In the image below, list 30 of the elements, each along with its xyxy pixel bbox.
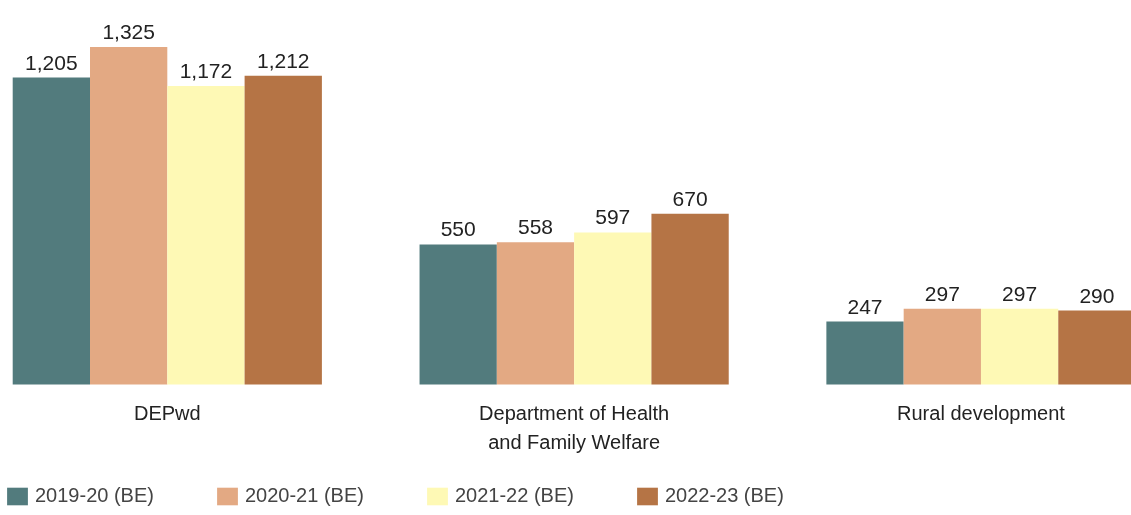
data-label: 550 — [440, 217, 476, 241]
data-label: 1,172 — [179, 58, 233, 82]
bar — [574, 232, 652, 385]
bar — [496, 242, 575, 385]
legend-label: 2022-23 (BE) — [664, 484, 784, 507]
data-label: 670 — [672, 186, 708, 210]
bar — [244, 75, 322, 385]
legend-label: 2021-22 (BE) — [454, 484, 574, 507]
data-label: 290 — [1079, 283, 1115, 307]
bar — [903, 308, 981, 385]
data-label: 1,325 — [102, 20, 155, 43]
data-label: 297 — [1002, 281, 1038, 305]
bar — [167, 85, 245, 385]
bar — [826, 321, 904, 385]
x-tick-label: DEPwd — [133, 402, 201, 425]
legend-label: 2020-21 (BE) — [244, 484, 364, 507]
data-label: 597 — [595, 205, 631, 229]
bar — [90, 47, 168, 385]
bar — [419, 244, 497, 385]
data-label: 558 — [517, 215, 554, 239]
data-label: 1,212 — [256, 48, 310, 72]
data-label: 247 — [847, 294, 883, 318]
bar — [980, 308, 1059, 385]
bar — [651, 213, 729, 385]
x-tick-label: Rural development — [897, 402, 1066, 425]
legend-label: 2019-20 (BE) — [35, 484, 154, 507]
data-label: 297 — [924, 281, 960, 305]
data-label: 1,205 — [25, 50, 78, 74]
bar — [12, 77, 90, 385]
x-tick-label: Department of Health and Family Welfare — [479, 402, 670, 454]
